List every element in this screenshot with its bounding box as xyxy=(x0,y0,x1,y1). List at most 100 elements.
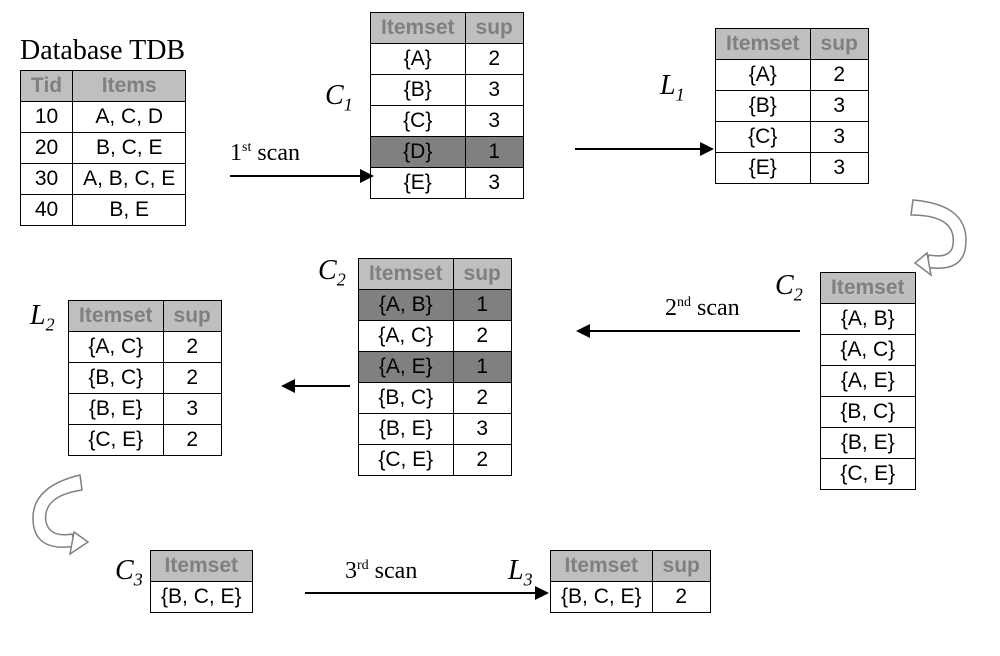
table-header-row: Itemsetsup xyxy=(69,301,222,332)
table-header-row: Itemsetsup xyxy=(716,29,869,60)
l2-table-wrap: Itemsetsup{A, C}2{B, C}2{B, E}3{C, E}2 xyxy=(68,300,222,456)
col-header: Itemset xyxy=(371,13,466,44)
cell: 1 xyxy=(453,290,511,321)
c2-candidates-table: Itemset{A, B}{A, C}{A, E}{B, C}{B, E}{C,… xyxy=(820,272,916,490)
c3-table-wrap: Itemset{B, C, E} xyxy=(150,550,253,613)
cell: {C} xyxy=(371,106,466,137)
arrow-scan2-line xyxy=(590,330,800,332)
table-row: 10A, C, D xyxy=(21,102,186,133)
col-header: sup xyxy=(810,29,868,60)
arrow-scan1-head xyxy=(360,169,374,183)
cell: {A, E} xyxy=(821,366,916,397)
table-row: {E}3 xyxy=(716,153,869,184)
cell: A, B, C, E xyxy=(73,164,186,195)
table-row: {B, E} xyxy=(821,428,916,459)
col-header: Tid xyxy=(21,71,73,102)
cell: 3 xyxy=(810,153,868,184)
cell: {A, C} xyxy=(359,321,454,352)
cell: 2 xyxy=(810,60,868,91)
cell: 3 xyxy=(465,168,523,199)
table-header-row: Itemset xyxy=(151,551,253,582)
c3-table: Itemset{B, C, E} xyxy=(150,550,253,613)
cell: 1 xyxy=(453,352,511,383)
cell: 3 xyxy=(465,106,523,137)
cell: {A, C} xyxy=(69,332,164,363)
table-row: 40B, E xyxy=(21,195,186,226)
table-row: {B}3 xyxy=(716,91,869,122)
table-row: {A, C} xyxy=(821,335,916,366)
cell: {B, E} xyxy=(69,394,164,425)
col-header: Itemset xyxy=(359,259,454,290)
cell: {A} xyxy=(716,60,811,91)
c2-cand-wrap: Itemset{A, B}{A, C}{A, E}{B, C}{B, E}{C,… xyxy=(820,272,916,490)
cell: {D} xyxy=(371,137,466,168)
cell: {C, E} xyxy=(359,445,454,476)
table-row: {A, C}2 xyxy=(359,321,512,352)
table-row: 20B, C, E xyxy=(21,133,186,164)
l1-label: L1 xyxy=(660,70,685,106)
cell: 2 xyxy=(453,383,511,414)
arrow-c2l2-line xyxy=(295,385,350,387)
cell: {B, E} xyxy=(359,414,454,445)
cell: 2 xyxy=(163,332,221,363)
table-header-row: TidItems xyxy=(21,71,186,102)
cell: {B, C} xyxy=(359,383,454,414)
col-header: Itemset xyxy=(821,273,916,304)
table-row: {C, E}2 xyxy=(69,425,222,456)
cell: {B, C, E} xyxy=(151,582,253,613)
cell: {E} xyxy=(716,153,811,184)
cell: {C} xyxy=(716,122,811,153)
curve-l1-c2 xyxy=(905,195,985,285)
cell: 30 xyxy=(21,164,73,195)
cell: 20 xyxy=(21,133,73,164)
table-row: {B, C, E}2 xyxy=(551,582,711,613)
scan2-label: 2nd scan xyxy=(665,295,740,322)
cell: {B} xyxy=(716,91,811,122)
cell: 2 xyxy=(453,321,511,352)
arrow-c1l1-line xyxy=(575,148,700,150)
cell: 2 xyxy=(163,363,221,394)
cell: 10 xyxy=(21,102,73,133)
table-row: {B, C}2 xyxy=(359,383,512,414)
table-row: 30A, B, C, E xyxy=(21,164,186,195)
cell: {A, C} xyxy=(821,335,916,366)
l1-table: Itemsetsup{A}2{B}3{C}3{E}3 xyxy=(715,28,869,184)
table-row: {B, C, E} xyxy=(151,582,253,613)
tdb-table: TidItems10A, C, D20B, C, E30A, B, C, E40… xyxy=(20,70,186,226)
cell: {C, E} xyxy=(69,425,164,456)
table-row: {A, E}1 xyxy=(359,352,512,383)
col-header: sup xyxy=(652,551,710,582)
arrow-scan3-line xyxy=(305,592,535,594)
db-title: Database TDB xyxy=(20,35,185,67)
cell: 3 xyxy=(453,414,511,445)
cell: B, E xyxy=(73,195,186,226)
table-row: {C, E} xyxy=(821,459,916,490)
cell: 40 xyxy=(21,195,73,226)
cell: A, C, D xyxy=(73,102,186,133)
cell: {B, E} xyxy=(821,428,916,459)
l2-label: L2 xyxy=(30,300,55,336)
c2-center-label: C2 xyxy=(318,255,346,291)
col-header: Itemset xyxy=(716,29,811,60)
cell: {B} xyxy=(371,75,466,106)
table-row: {B, E}3 xyxy=(69,394,222,425)
col-header: Itemset xyxy=(551,551,653,582)
c2-sup-table: Itemsetsup{A, B}1{A, C}2{A, E}1{B, C}2{B… xyxy=(358,258,512,476)
cell: {B, C, E} xyxy=(551,582,653,613)
tdb-table-wrap: TidItems10A, C, D20B, C, E30A, B, C, E40… xyxy=(20,70,186,226)
col-header: Items xyxy=(73,71,186,102)
col-header: sup xyxy=(163,301,221,332)
cell: {A, E} xyxy=(359,352,454,383)
col-header: Itemset xyxy=(69,301,164,332)
cell: {C, E} xyxy=(821,459,916,490)
c2-sup-wrap: Itemsetsup{A, B}1{A, C}2{A, E}1{B, C}2{B… xyxy=(358,258,512,476)
cell: 3 xyxy=(810,122,868,153)
cell: {A} xyxy=(371,44,466,75)
table-row: {C}3 xyxy=(371,106,524,137)
c1-label: C1 xyxy=(325,80,353,116)
table-row: {D}1 xyxy=(371,137,524,168)
table-row: {A, B}1 xyxy=(359,290,512,321)
cell: 1 xyxy=(465,137,523,168)
cell: 3 xyxy=(163,394,221,425)
cell: {B, C} xyxy=(69,363,164,394)
